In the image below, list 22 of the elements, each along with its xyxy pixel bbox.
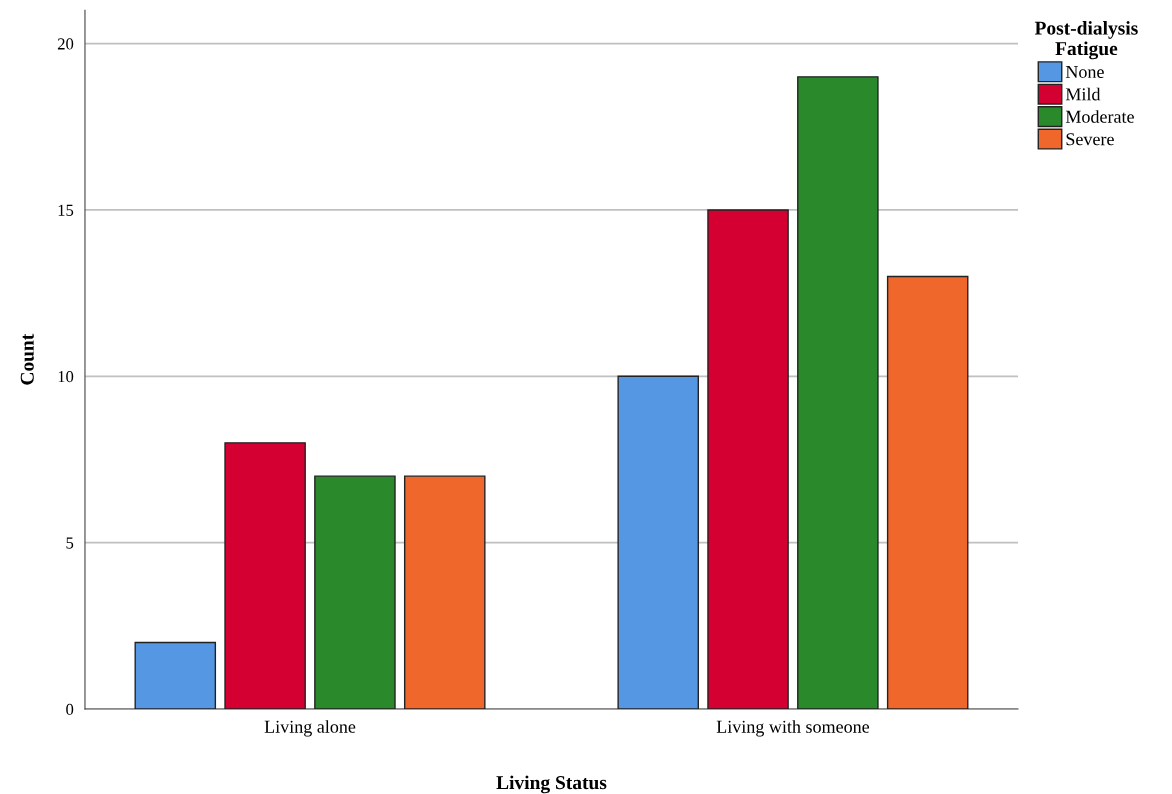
bar	[403, 475, 486, 710]
legend-title: Post-dialysis Fatigue	[1034, 21, 1138, 60]
x-tick-label: Living with someone	[716, 720, 870, 737]
legend-label: Mild	[1065, 87, 1101, 101]
legend-label: None	[1065, 65, 1104, 78]
bar	[886, 275, 969, 710]
bar	[617, 375, 699, 710]
y-tick-label: 20	[57, 38, 74, 50]
y-axis-title: Count	[20, 333, 34, 385]
x-tick-label: Living alone	[264, 720, 356, 737]
bar	[314, 475, 396, 710]
x-axis-title: Living Status	[496, 775, 607, 794]
bar	[134, 641, 217, 710]
bar	[797, 76, 879, 710]
y-tick-label: 10	[58, 371, 74, 383]
y-tick-label: 5	[66, 537, 74, 549]
bar	[224, 442, 306, 710]
legend-label: Severe	[1066, 133, 1114, 146]
bar	[707, 209, 789, 710]
legend-label: Moderate	[1065, 110, 1134, 123]
y-tick-label: 0	[66, 703, 74, 715]
y-tick-label: 15	[58, 204, 74, 216]
